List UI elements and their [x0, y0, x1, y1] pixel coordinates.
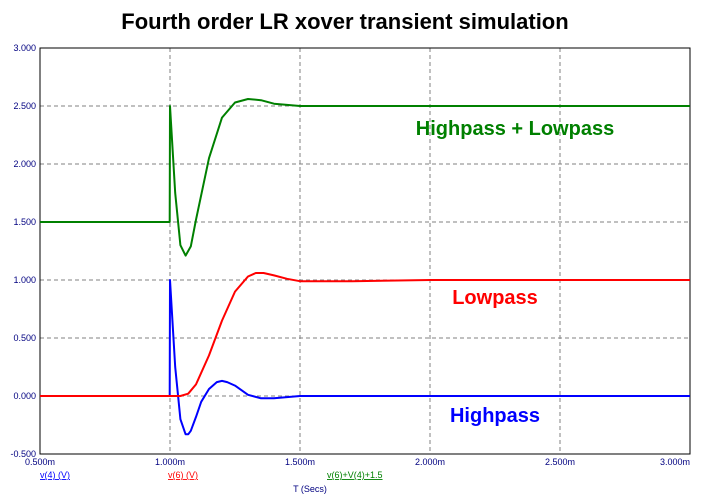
y-tick-label: 0.500	[13, 333, 36, 343]
y-tick-label: -0.500	[10, 449, 36, 459]
x-tick-label: 1.000m	[155, 457, 185, 467]
y-tick-label: 2.000	[13, 159, 36, 169]
series-line	[40, 272, 690, 397]
x-tick-label: 1.500m	[285, 457, 315, 467]
series-annotation: Highpass + Lowpass	[416, 118, 614, 140]
grid	[40, 48, 690, 454]
series-line	[40, 279, 690, 436]
y-tick-label: 1.500	[13, 217, 36, 227]
y-tick-label: 3.000	[13, 43, 36, 53]
x-tick-label: 3.000m	[660, 457, 690, 467]
series-lines	[40, 98, 690, 436]
x-tick-label: 0.500m	[25, 457, 55, 467]
y-tick-label: 2.500	[13, 101, 36, 111]
series-annotation: Lowpass	[452, 287, 538, 309]
plot-frame	[39, 47, 691, 455]
y-tick-label: 1.000	[13, 275, 36, 285]
tick-labels: -0.500 0.000 0.500 1.000 1.500 2.000 2.500 3.00…	[10, 43, 690, 467]
legend-entry: v(6) (V)	[168, 470, 198, 480]
series-annotation: Highpass	[450, 405, 540, 427]
series-line	[40, 98, 690, 257]
x-tick-label: 2.000m	[415, 457, 445, 467]
x-tick-label: 2.500m	[545, 457, 575, 467]
x-axis-label: T (Secs)	[293, 484, 327, 494]
annotations: Highpass + Lowpass Lowpass Highpass	[416, 118, 614, 427]
legend-entry: v(4) (V)	[40, 470, 70, 480]
legend-entry: v(6)+V(4)+1.5	[327, 470, 383, 480]
chart-title: Fourth order LR xover transient simulati…	[121, 9, 568, 34]
legend: v(4) (V) v(6) (V) v(6)+V(4)+1.5	[40, 470, 383, 480]
y-tick-label: 0.000	[13, 391, 36, 401]
